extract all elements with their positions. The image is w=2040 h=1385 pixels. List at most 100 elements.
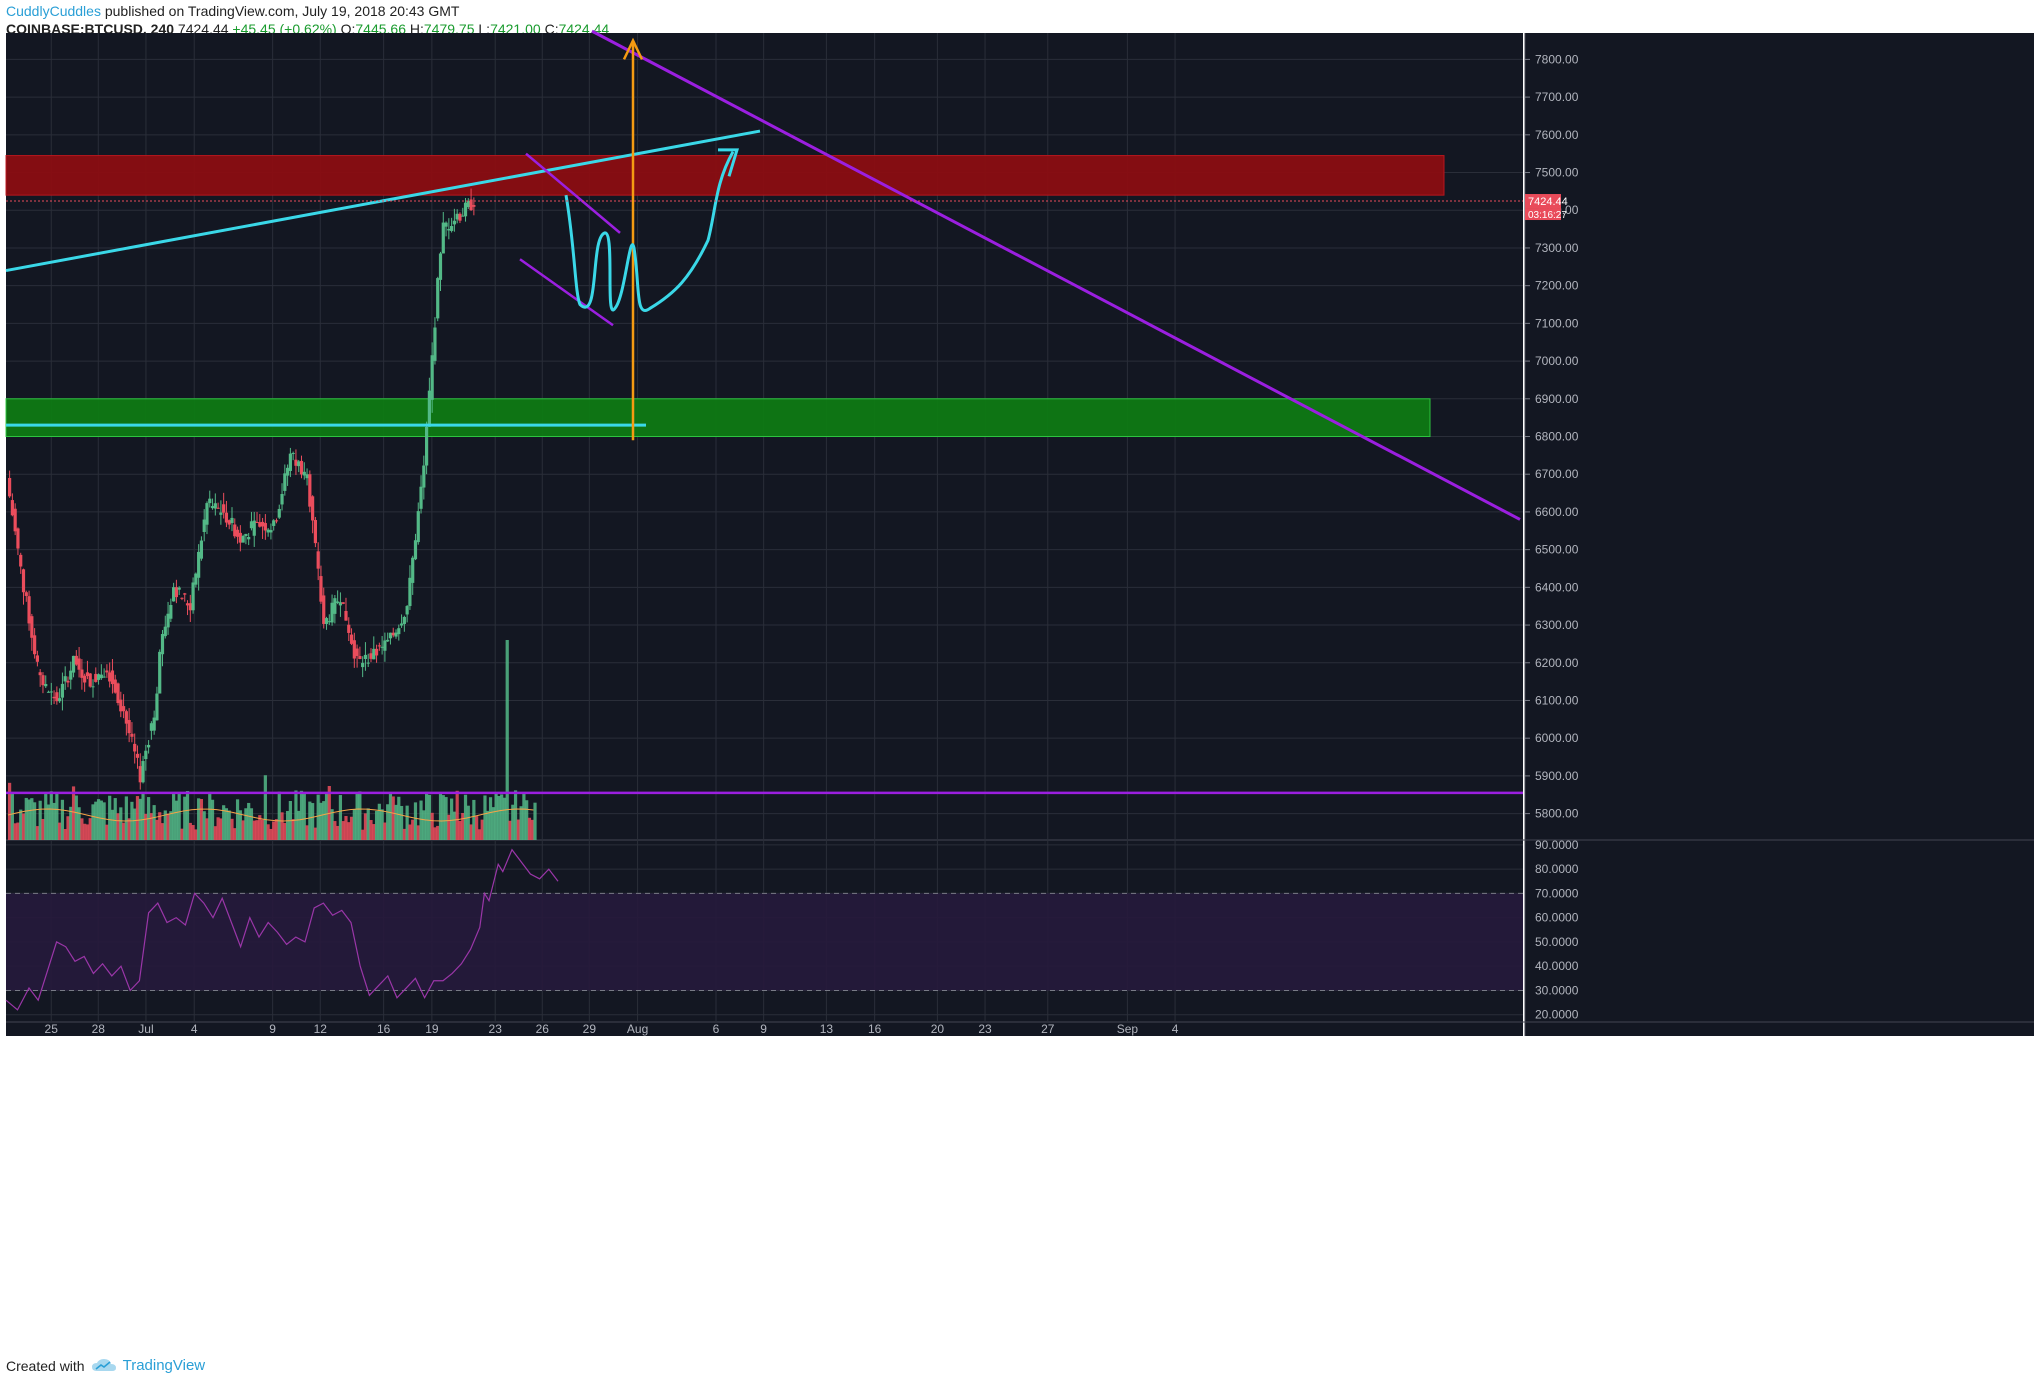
- volume-bar: [483, 795, 487, 840]
- volume-bar: [213, 826, 217, 840]
- channel-lower-line: [519, 258, 614, 327]
- volume-bar: [338, 795, 343, 840]
- candle-body: [319, 576, 323, 602]
- candle-body: [369, 653, 373, 659]
- volume-bar: [30, 798, 34, 840]
- x-tick-label: 4: [1172, 1022, 1179, 1036]
- candle-body: [419, 486, 423, 509]
- volume-bar: [138, 798, 142, 840]
- candle-body: [466, 200, 470, 208]
- volume-bar: [458, 820, 462, 840]
- candle-body: [297, 461, 301, 467]
- candle-body: [138, 766, 142, 783]
- volume-bar: [533, 802, 537, 840]
- candle-body: [324, 618, 329, 624]
- price-axis-background: [1525, 33, 2034, 1036]
- candle-body: [383, 640, 387, 651]
- volume-bar: [244, 808, 248, 840]
- candle-body: [119, 699, 123, 712]
- candle-body: [52, 696, 56, 699]
- candle-body: [422, 465, 426, 488]
- volume-bar: [8, 782, 12, 840]
- candle-body: [38, 672, 42, 676]
- candle-body: [305, 474, 309, 479]
- volume-bar: [294, 790, 298, 840]
- candle-body: [269, 530, 273, 533]
- candle-body: [380, 646, 384, 648]
- volume-bar: [308, 801, 312, 840]
- candle-body: [452, 220, 456, 225]
- y-tick-label: 7300.00: [1535, 241, 1579, 255]
- channel-upper-line: [525, 152, 621, 234]
- author-link[interactable]: CuddlyCuddles: [6, 3, 101, 19]
- candle-body: [30, 616, 34, 638]
- volume-bar: [369, 820, 373, 840]
- volume-bar: [124, 796, 128, 840]
- footer: Created with TradingView: [6, 1357, 205, 1374]
- volume-bar: [530, 819, 534, 840]
- volume-bar: [247, 802, 251, 840]
- x-tick-label: 4: [191, 1022, 198, 1036]
- candle-body: [266, 529, 270, 533]
- y-tick-label: 6300.00: [1535, 618, 1579, 632]
- x-tick-label: 28: [92, 1022, 106, 1036]
- volume-bar: [238, 810, 242, 840]
- candle-body: [302, 471, 306, 476]
- rsi-tick-label: 70.0000: [1535, 886, 1579, 900]
- candle-body: [172, 587, 176, 602]
- candle-body: [13, 508, 17, 532]
- x-tick-label: 20: [931, 1022, 945, 1036]
- candle-body: [433, 327, 437, 361]
- volume-bar: [494, 792, 498, 840]
- volume-bar: [358, 791, 362, 840]
- candle-body: [283, 473, 287, 491]
- candle-body: [288, 453, 292, 471]
- candle-body: [244, 533, 248, 536]
- candle-body: [174, 587, 178, 598]
- candle-body: [21, 569, 26, 593]
- volume-bar: [336, 825, 340, 840]
- volume-bar: [160, 823, 165, 840]
- volume-bar: [469, 824, 473, 840]
- volume-bar: [513, 790, 518, 840]
- candle-body: [358, 655, 362, 660]
- volume-bar: [355, 793, 359, 840]
- candle-body: [163, 626, 167, 637]
- volume-bar: [466, 805, 470, 840]
- volume-bar: [427, 794, 431, 840]
- candle-body: [377, 645, 381, 647]
- volume-bar: [386, 804, 390, 840]
- volume-bar: [505, 640, 509, 840]
- candle-body: [238, 532, 242, 543]
- candle-body: [177, 587, 181, 590]
- candle-body: [160, 634, 165, 655]
- volume-bar: [33, 802, 37, 840]
- y-tick-label: 5800.00: [1535, 807, 1579, 821]
- candle-body: [149, 723, 153, 731]
- volume-bar: [108, 795, 112, 840]
- candle-body: [430, 355, 434, 400]
- volume-bar: [74, 795, 78, 840]
- candle-body: [113, 679, 117, 693]
- candle-body: [366, 662, 370, 664]
- candle-body: [372, 648, 376, 660]
- candle-body: [202, 519, 206, 532]
- candle-body: [386, 639, 390, 642]
- rsi-tick-label: 90.0000: [1535, 838, 1579, 852]
- rsi-tick-label: 30.0000: [1535, 983, 1579, 997]
- candle-body: [188, 603, 192, 611]
- x-tick-label: 23: [978, 1022, 992, 1036]
- volume-bar: [219, 818, 223, 840]
- y-tick-label: 6100.00: [1535, 693, 1579, 707]
- volume-bar: [477, 829, 482, 840]
- candle-body: [322, 595, 326, 624]
- rsi-tick-label: 20.0000: [1535, 1008, 1579, 1022]
- volume-bar: [263, 775, 267, 840]
- y-tick-label: 7200.00: [1535, 279, 1579, 293]
- volume-bar: [88, 818, 92, 840]
- candle-body: [252, 520, 256, 536]
- cyan-projection-path: [564, 151, 735, 312]
- tradingview-brand-link[interactable]: TradingView: [122, 1357, 206, 1374]
- volume-bar: [286, 810, 290, 840]
